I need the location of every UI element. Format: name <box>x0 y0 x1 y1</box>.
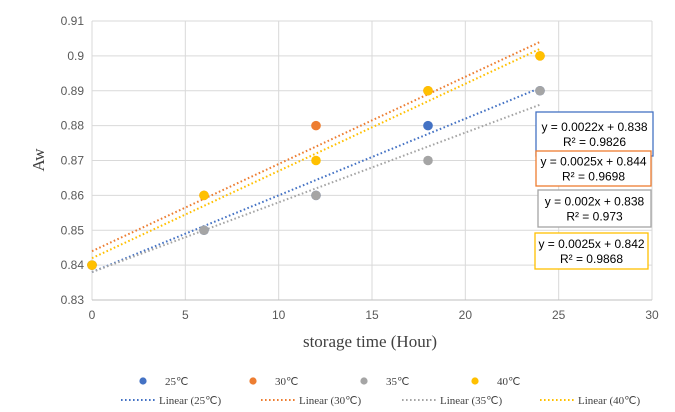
data-point-series-3 <box>423 156 433 166</box>
trendline-2 <box>92 42 540 251</box>
trendline-equation: y = 0.0025x + 0.842 <box>538 237 644 251</box>
legend-label: 35℃ <box>386 376 409 388</box>
legend-label: 30℃ <box>275 376 298 388</box>
data-point-series-1 <box>423 121 433 131</box>
x-axis-title: storage time (Hour) <box>303 332 437 351</box>
legend-marker-series-1 <box>139 377 146 384</box>
x-tick-label: 30 <box>645 308 659 322</box>
data-point-series-4 <box>311 156 321 166</box>
y-tick-label: 0.85 <box>61 223 85 237</box>
trendline-r-squared: R² = 0.9826 <box>563 135 626 149</box>
y-tick-label: 0.91 <box>61 14 85 28</box>
legend-trendline-label: Linear (35℃) <box>440 395 502 407</box>
y-tick-label: 0.87 <box>61 154 85 168</box>
x-tick-label: 0 <box>89 308 96 322</box>
trendline-equation: y = 0.0022x + 0.838 <box>541 120 647 134</box>
trendline-label-box-1 <box>536 112 653 156</box>
legend-trendline-label: Linear (25℃) <box>159 395 221 407</box>
x-tick-label: 5 <box>182 308 189 322</box>
y-tick-label: 0.84 <box>61 258 85 272</box>
legend-marker-series-3 <box>360 377 367 384</box>
data-point-series-4 <box>87 260 97 270</box>
legend-label: 40℃ <box>497 376 520 388</box>
trendline-4 <box>92 49 540 258</box>
data-point-series-4 <box>423 86 433 96</box>
legend-label: 25℃ <box>165 376 188 388</box>
x-tick-label: 20 <box>459 308 473 322</box>
y-tick-label: 0.9 <box>67 49 84 63</box>
legend-trendline-label: Linear (30℃) <box>299 395 361 407</box>
y-tick-label: 0.89 <box>61 84 85 98</box>
x-tick-label: 15 <box>365 308 379 322</box>
y-tick-label: 0.83 <box>61 293 85 307</box>
trendline-equation: y = 0.002x + 0.838 <box>545 195 645 209</box>
trendline-equation: y = 0.0025x + 0.844 <box>540 155 646 169</box>
y-tick-label: 0.88 <box>61 119 85 133</box>
data-point-series-3 <box>311 191 321 201</box>
trendline-r-squared: R² = 0.9868 <box>560 252 623 266</box>
data-point-series-2 <box>311 121 321 131</box>
trendline-1 <box>92 88 540 272</box>
y-tick-label: 0.86 <box>61 188 85 202</box>
data-point-series-3 <box>199 225 209 235</box>
x-tick-label: 10 <box>272 308 286 322</box>
data-point-series-3 <box>535 86 545 96</box>
legend: 25℃ 30℃ 35℃ 40℃ Linear (25℃) Linear (30℃) Line… <box>121 376 640 407</box>
legend-trendline-label: Linear (40℃) <box>578 395 640 407</box>
trendline-r-squared: R² = 0.973 <box>566 210 623 224</box>
trendline-r-squared: R² = 0.9698 <box>562 170 625 184</box>
y-axis-title: Aw <box>29 148 48 172</box>
legend-marker-series-2 <box>249 377 256 384</box>
data-point-series-4 <box>199 191 209 201</box>
data-point-series-4 <box>535 51 545 61</box>
x-tick-label: 25 <box>552 308 566 322</box>
legend-marker-series-4 <box>471 377 478 384</box>
